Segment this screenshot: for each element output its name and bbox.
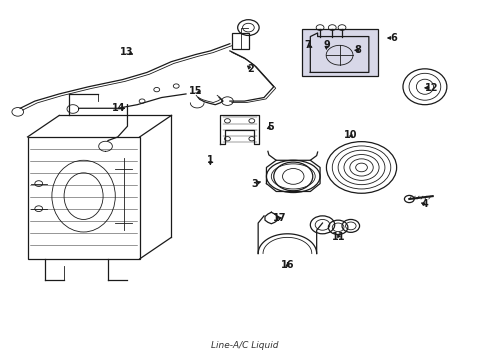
Bar [302,30,377,76]
Text: 5: 5 [266,122,273,132]
Text: 15: 15 [188,86,202,96]
Text: 7: 7 [304,40,311,50]
Text: 14: 14 [112,103,125,113]
Text: 11: 11 [332,232,345,242]
Text: 2: 2 [246,64,253,74]
Text: 16: 16 [280,260,294,270]
Text: 10: 10 [344,130,357,140]
Text: 8: 8 [354,45,361,55]
Text: 6: 6 [389,33,396,43]
Text: 13: 13 [120,47,133,57]
Bar [232,33,249,49]
Text: 9: 9 [323,40,329,50]
Text: 12: 12 [424,83,438,93]
Text: 4: 4 [421,199,427,210]
Text: 3: 3 [251,179,258,189]
Text: 17: 17 [272,213,286,223]
Text: Line-A/C Liquid: Line-A/C Liquid [210,341,278,350]
Text: 1: 1 [206,155,213,165]
Circle shape [404,195,413,203]
